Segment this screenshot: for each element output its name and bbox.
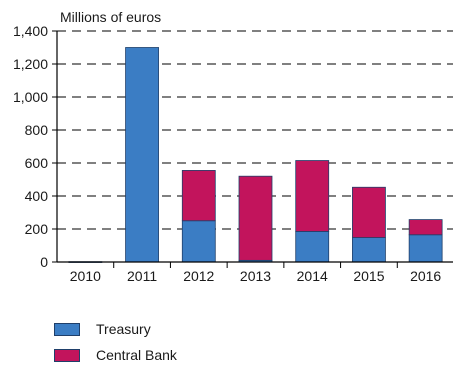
bar-central-bank-2012 bbox=[181, 170, 216, 222]
y-tick-label: 1,400 bbox=[13, 23, 48, 39]
x-tick-label: 2013 bbox=[240, 268, 271, 284]
x-tick-labels: 2010 2011 2012 2013 2014 2015 2016 bbox=[70, 268, 442, 284]
legend-swatch-treasury bbox=[54, 322, 80, 336]
bar-treasury-2016 bbox=[408, 234, 443, 263]
x-tick-label: 2012 bbox=[183, 268, 214, 284]
bar-central-bank-2015 bbox=[352, 186, 386, 238]
bar-central-bank-2016 bbox=[408, 219, 443, 236]
legend-label-treasury: Treasury bbox=[96, 321, 151, 337]
grid-lines bbox=[57, 30, 453, 230]
x-tick-label: 2011 bbox=[127, 268, 157, 284]
y-tick-labels: 0 200 400 600 800 1,000 1,200 1,400 bbox=[13, 23, 48, 270]
bar-central-bank-2014 bbox=[295, 160, 330, 232]
bar-treasury-2011 bbox=[125, 47, 159, 263]
bar-treasury-2015 bbox=[352, 237, 386, 263]
bar-central-bank-2013 bbox=[238, 175, 273, 261]
legend: Treasury Central Bank bbox=[54, 318, 177, 370]
legend-label-central-bank: Central Bank bbox=[96, 347, 177, 363]
y-tick-label: 800 bbox=[25, 122, 49, 138]
y-tick-label: 0 bbox=[40, 254, 48, 270]
bar-treasury-2012 bbox=[181, 220, 216, 263]
y-tick-label: 600 bbox=[25, 155, 49, 171]
legend-item-treasury: Treasury bbox=[54, 318, 177, 340]
x-tick-label: 2010 bbox=[70, 268, 101, 284]
x-tick-label: 2016 bbox=[410, 268, 441, 284]
bars bbox=[68, 47, 443, 263]
x-tick-label: 2015 bbox=[353, 268, 384, 284]
legend-item-central-bank: Central Bank bbox=[54, 344, 177, 366]
axes bbox=[52, 30, 453, 268]
y-tick-label: 400 bbox=[25, 188, 49, 204]
x-tick-label: 2014 bbox=[297, 268, 328, 284]
y-tick-label: 200 bbox=[25, 221, 49, 237]
legend-swatch-central-bank bbox=[54, 348, 80, 362]
y-tick-label: 1,000 bbox=[13, 89, 48, 105]
y-tick-label: 1,200 bbox=[13, 56, 48, 72]
y-axis-label: Millions of euros bbox=[60, 9, 161, 25]
bar-treasury-2014 bbox=[295, 231, 330, 263]
